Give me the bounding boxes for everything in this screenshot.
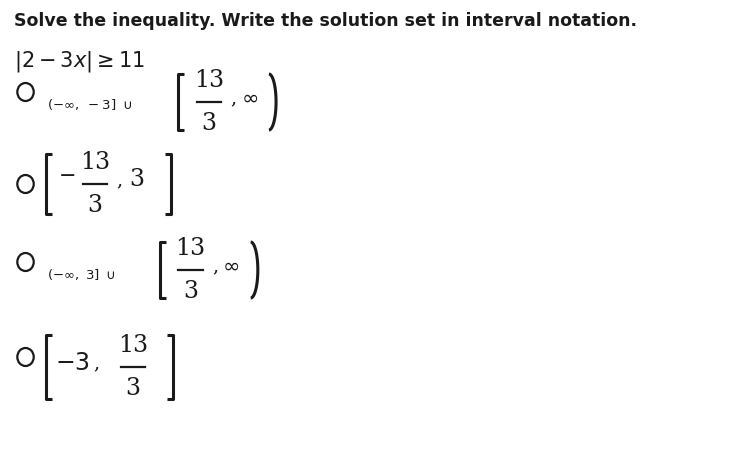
Text: $(-\infty,\ 3]\ \cup$: $(-\infty,\ 3]\ \cup$	[47, 267, 116, 282]
Text: $|2-3x|\geq 11$: $|2-3x|\geq 11$	[14, 49, 145, 74]
Text: $-$: $-$	[58, 164, 76, 184]
Text: 13: 13	[118, 334, 148, 357]
Text: ,: ,	[117, 171, 123, 189]
Text: $\infty$: $\infty$	[240, 89, 258, 107]
Text: $(-\infty,\ -3]\ \cup$: $(-\infty,\ -3]\ \cup$	[47, 97, 132, 112]
Text: Solve the inequality. Write the solution set in interval notation.: Solve the inequality. Write the solution…	[14, 12, 637, 30]
Text: 13: 13	[176, 237, 206, 260]
Text: 3: 3	[129, 169, 145, 191]
Text: ,: ,	[231, 89, 237, 107]
Text: ,: ,	[212, 257, 218, 275]
Text: 3: 3	[87, 194, 102, 217]
Text: 3: 3	[126, 377, 140, 400]
Text: 3: 3	[183, 280, 198, 303]
Text: 13: 13	[79, 151, 110, 174]
Text: $\infty$: $\infty$	[223, 256, 240, 276]
Text: 3: 3	[201, 112, 216, 135]
Text: 13: 13	[194, 69, 224, 92]
Text: ,: ,	[93, 354, 99, 372]
Text: $-3$: $-3$	[54, 352, 90, 375]
